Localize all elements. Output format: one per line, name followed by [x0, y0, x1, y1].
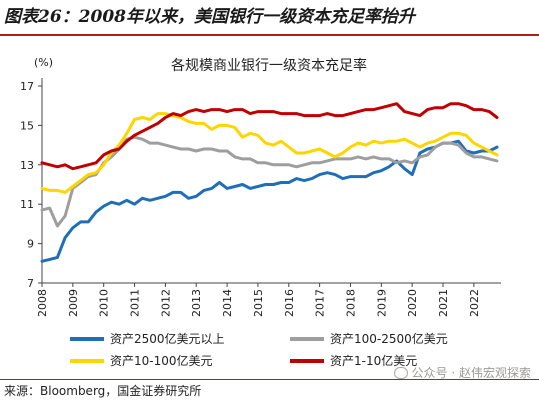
x-tick-label: 2012	[159, 289, 172, 317]
y-tick-label: 17	[20, 80, 34, 93]
series-line-0	[40, 139, 499, 263]
legend-label-mid-small: 资产10-100亿美元	[110, 354, 213, 368]
x-tick-label: 2008	[36, 289, 49, 317]
legend-label-small: 资产1-10亿美元	[330, 354, 418, 368]
x-tick-label: 2017	[314, 289, 327, 317]
line-chart: 各规模商业银行一级资本充足率 (%) 7 9 11 13 15 17 2008 2009 201…	[20, 56, 501, 317]
series-line-2	[40, 112, 499, 194]
x-tick-label: 2020	[406, 289, 419, 317]
x-tick-label: 2014	[221, 289, 234, 317]
watermark: 公众号 · 赵伟宏观探索	[393, 364, 531, 381]
legend-item-small: 资产1-10亿美元	[290, 352, 417, 369]
legend-item-mid-large: 资产100-2500亿美元	[290, 330, 448, 347]
series-layer	[40, 102, 499, 263]
y-axis-unit: (%)	[34, 56, 53, 69]
y-tick-label: 13	[20, 159, 34, 172]
legend-item-large: 资产2500亿美元以上	[70, 330, 225, 347]
legend-swatch-mid-small	[70, 358, 104, 363]
wechat-icon	[393, 366, 408, 379]
source-note: 来源：Bloomberg，国金证券研究所	[4, 384, 202, 398]
legend: 资产2500亿美元以上 资产100-2500亿美元 资产10-100亿美元 资产…	[70, 328, 510, 372]
x-tick-label: 2009	[67, 289, 80, 317]
legend-label-mid-large: 资产100-2500亿美元	[330, 332, 448, 346]
x-tick-label: 2013	[190, 289, 203, 317]
x-tick-label: 2011	[129, 289, 142, 317]
chart-title: 各规模商业银行一级资本充足率	[171, 57, 367, 74]
title-divider	[0, 34, 539, 36]
y-tick-label: 15	[20, 119, 34, 132]
watermark-text: 公众号 · 赵伟宏观探索	[411, 366, 531, 380]
x-tick-label: 2016	[283, 289, 296, 317]
y-tick-label: 9	[27, 238, 34, 251]
x-tick-label: 2018	[344, 289, 357, 317]
x-tick-label: 2015	[252, 289, 265, 317]
legend-swatch-small	[290, 358, 324, 363]
y-tick-label: 7	[27, 277, 34, 290]
x-tick-label: 2019	[375, 289, 388, 317]
axes: 7 9 11 13 15 17 2008 2009 2010 2011 2012 2013 2014 20…	[20, 78, 501, 317]
legend-label-large: 资产2500亿美元以上	[110, 332, 225, 346]
legend-item-mid-small: 资产10-100亿美元	[70, 352, 213, 369]
figure-title: 图表26：2008年以来，美国银行一级资本充足率抬升	[4, 7, 415, 27]
bottom-divider	[0, 379, 539, 380]
legend-swatch-mid-large	[290, 336, 324, 341]
x-tick-label: 2022	[468, 289, 481, 317]
series-line-3	[40, 102, 499, 171]
y-tick-label: 11	[20, 198, 34, 211]
x-tick-label: 2021	[437, 289, 450, 317]
legend-swatch-large	[70, 336, 104, 341]
x-tick-label: 2010	[98, 289, 111, 317]
